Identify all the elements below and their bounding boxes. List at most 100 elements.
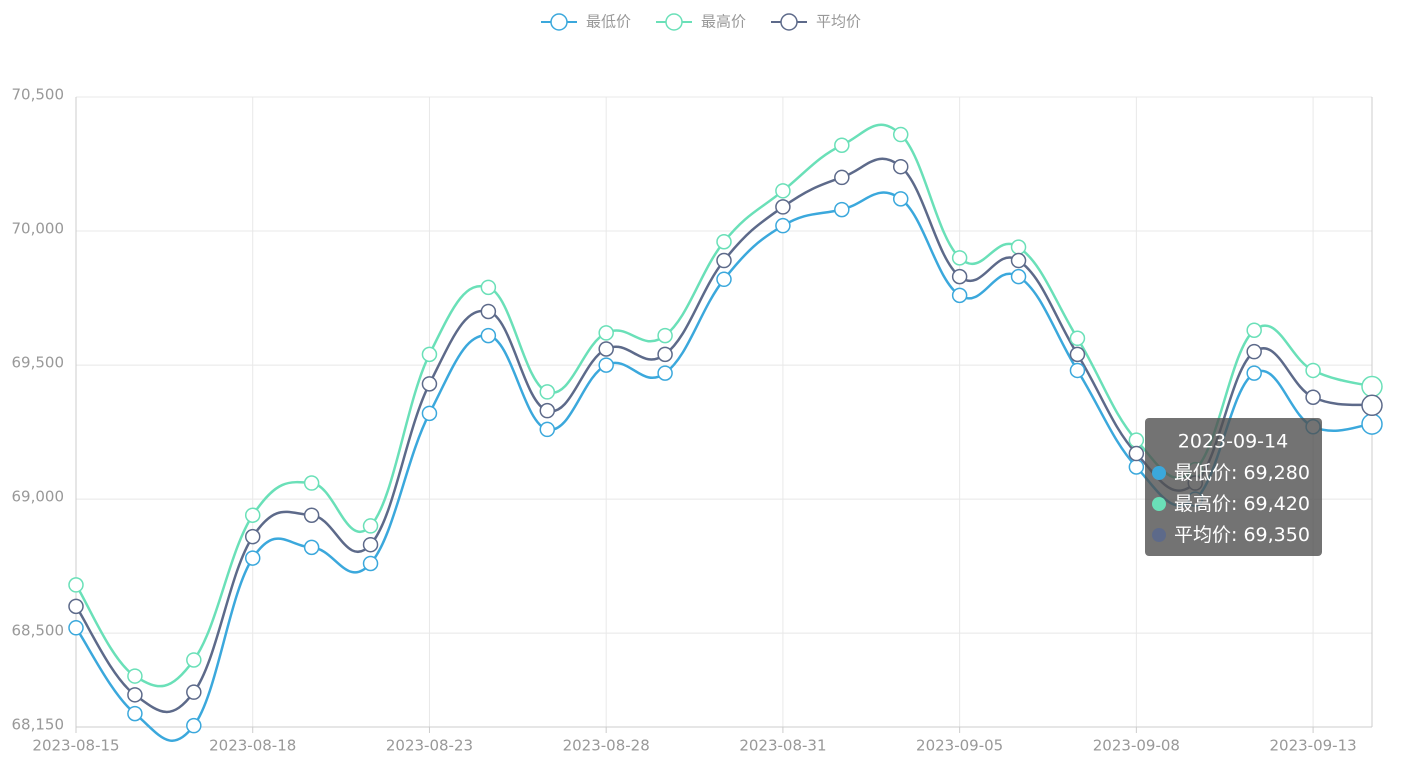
x-tick-label: 2023-09-05 xyxy=(916,737,1003,755)
tooltip-name: 最低价 xyxy=(1174,462,1231,484)
data-point xyxy=(421,405,438,422)
data-point xyxy=(892,191,909,207)
data-point xyxy=(951,250,968,266)
data-point xyxy=(244,550,261,566)
x-tick-label: 2023-08-18 xyxy=(209,737,296,755)
data-point xyxy=(244,528,261,545)
data-point xyxy=(1246,322,1262,338)
data-point xyxy=(1069,330,1086,347)
data-point xyxy=(186,717,202,734)
data-point xyxy=(775,217,791,234)
legend-label: 平均价 xyxy=(816,13,861,31)
data-point xyxy=(657,327,673,344)
tooltip-item: 最低价: 69,280 xyxy=(1174,462,1310,484)
x-tick-label: 2023-08-31 xyxy=(739,737,826,755)
data-point xyxy=(1361,375,1383,398)
data-point xyxy=(834,201,850,218)
tooltip-sep: : xyxy=(1231,524,1243,546)
data-point xyxy=(598,325,614,341)
data-point xyxy=(834,137,850,154)
y-tick-label: 69,500 xyxy=(12,354,65,372)
x-tick-label: 2023-08-23 xyxy=(386,737,473,755)
legend-icon xyxy=(550,13,568,31)
data-point xyxy=(1305,389,1321,406)
data-point xyxy=(127,705,143,722)
legend-label: 最低价 xyxy=(586,13,631,31)
data-point xyxy=(362,518,379,534)
data-point xyxy=(775,199,791,215)
data-point xyxy=(892,126,909,143)
tooltip-sep: : xyxy=(1231,493,1243,515)
data-point xyxy=(716,252,732,269)
data-point xyxy=(421,376,438,392)
data-point xyxy=(1010,252,1027,269)
data-point xyxy=(1361,394,1383,417)
data-point xyxy=(716,271,732,288)
data-point xyxy=(480,279,497,296)
tooltip-box xyxy=(1145,418,1322,556)
tooltip-title: 2023-09-14 xyxy=(1178,431,1288,453)
tooltip: 2023-09-14 最低价: 69,280 最高价: 69,420 平均价: 69,… xyxy=(1145,418,1322,556)
x-tick-label: 2023-08-15 xyxy=(32,737,119,755)
tooltip-name: 平均价 xyxy=(1174,524,1231,546)
data-point xyxy=(1305,362,1321,379)
legend: 最低价 最高价 平均价 xyxy=(541,13,861,31)
y-tick-label: 70,000 xyxy=(12,220,65,238)
data-point xyxy=(421,346,438,363)
data-point xyxy=(1246,343,1262,360)
data-point xyxy=(1069,346,1086,363)
data-point xyxy=(1128,445,1145,462)
data-point xyxy=(68,598,84,615)
data-point xyxy=(1010,268,1027,285)
tooltip-marker xyxy=(1152,466,1166,480)
y-tick-label: 68,150 xyxy=(12,716,65,734)
data-point xyxy=(951,268,968,285)
data-point xyxy=(127,687,143,703)
data-point xyxy=(303,507,320,523)
data-point xyxy=(1010,239,1027,255)
data-point xyxy=(68,620,84,636)
data-point xyxy=(716,234,732,250)
y-tick-label: 69,000 xyxy=(12,488,65,506)
data-point xyxy=(598,357,614,373)
tooltip-value: 69,420 xyxy=(1243,493,1309,515)
data-point xyxy=(1128,432,1145,448)
data-point xyxy=(186,652,202,668)
data-point xyxy=(951,287,968,304)
data-point xyxy=(1246,365,1262,381)
tooltip-item: 平均价: 69,350 xyxy=(1174,524,1310,546)
data-point xyxy=(1069,362,1086,379)
tooltip-value: 69,350 xyxy=(1243,524,1309,546)
data-point xyxy=(68,577,84,593)
data-point xyxy=(775,183,791,199)
data-point xyxy=(480,303,497,320)
data-point xyxy=(362,555,379,572)
y-tick-label: 68,500 xyxy=(12,622,65,640)
tooltip-marker xyxy=(1152,497,1166,511)
data-point xyxy=(127,668,143,684)
x-tick-label: 2023-09-13 xyxy=(1269,737,1356,755)
data-point xyxy=(480,327,497,344)
data-point xyxy=(834,169,850,186)
y-tick-label: 70,500 xyxy=(12,86,65,104)
data-point xyxy=(244,507,261,523)
legend-icon xyxy=(780,13,798,31)
data-point xyxy=(892,158,909,175)
series-line xyxy=(74,123,1373,688)
data-point xyxy=(362,536,379,553)
tooltip-item: 最高价: 69,420 xyxy=(1174,493,1310,515)
data-point xyxy=(303,539,320,556)
legend-label: 最高价 xyxy=(701,13,746,31)
data-point xyxy=(539,384,556,400)
data-point xyxy=(1361,413,1383,435)
tooltip-value: 69,280 xyxy=(1243,462,1309,484)
tooltip-marker xyxy=(1152,528,1166,542)
data-point xyxy=(539,402,556,419)
x-tick-label: 2023-08-28 xyxy=(563,737,650,755)
data-point xyxy=(657,346,673,363)
data-point xyxy=(657,365,673,381)
data-point xyxy=(539,421,556,438)
legend-icon xyxy=(665,13,683,31)
data-point xyxy=(186,684,202,700)
